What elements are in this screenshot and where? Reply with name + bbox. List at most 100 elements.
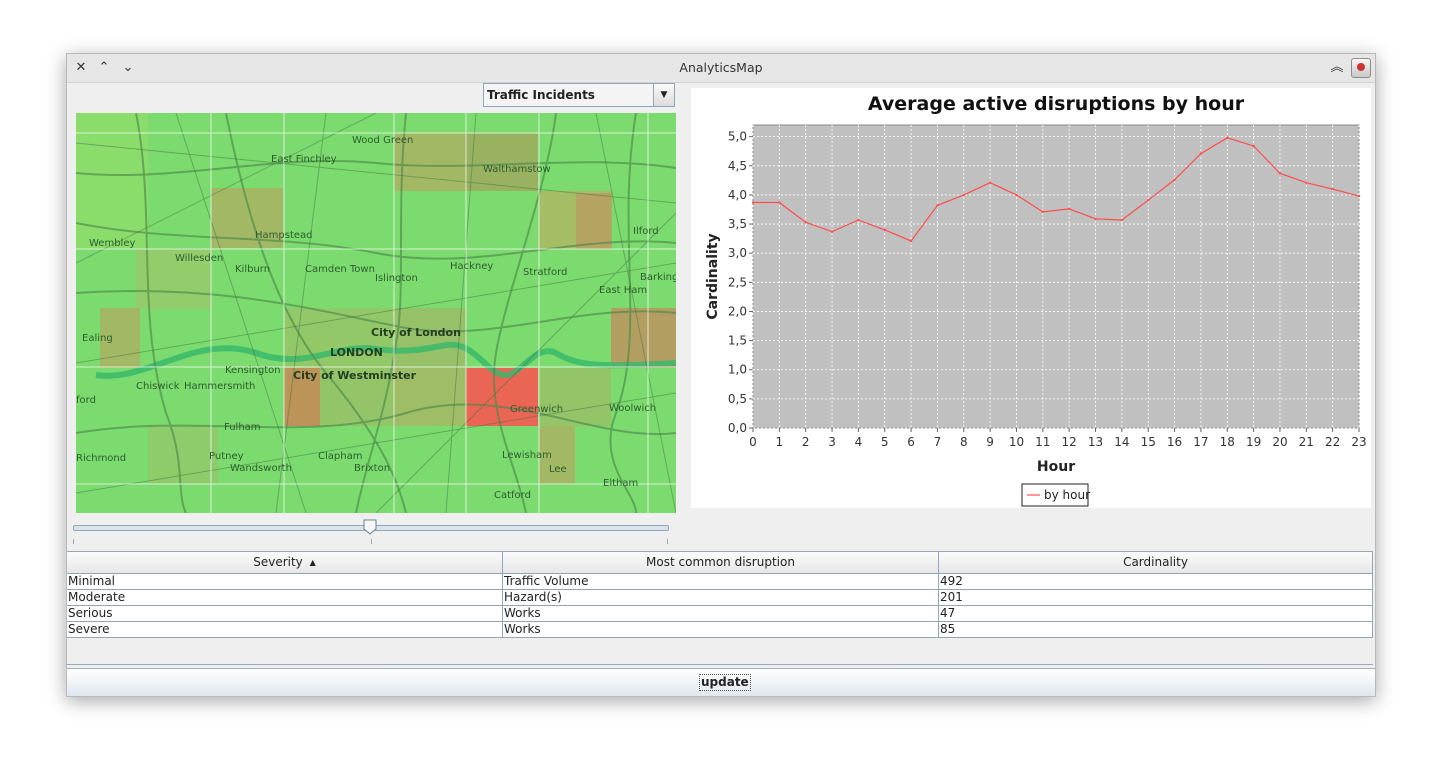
data-point	[1015, 193, 1018, 197]
table-cell: 492	[939, 574, 1373, 589]
map-place-label: Lewisham	[502, 450, 552, 461]
y-tick-label: 3,0	[728, 246, 747, 260]
map-tiles	[76, 113, 676, 513]
y-tick-label: 0,5	[728, 392, 747, 406]
dataset-select[interactable]: Traffic Incidents ▼	[483, 83, 675, 107]
double-chevron-up-icon[interactable]: ︽	[1330, 60, 1344, 75]
close-icon[interactable]: ✕	[75, 60, 87, 75]
data-point	[1357, 194, 1361, 198]
table-cell: 85	[939, 622, 1373, 637]
y-tick-label: 4,5	[728, 159, 747, 173]
sort-ascending-icon: ▲	[309, 558, 316, 567]
x-tick-label: 20	[1272, 435, 1287, 449]
map-place-label: Stratford	[523, 267, 568, 278]
x-tick-label: 7	[934, 435, 942, 449]
map-place-label: Barking	[640, 272, 676, 283]
hourly-chart: Average active disruptions by hour 0,0 0,5…	[691, 88, 1371, 508]
data-point	[830, 230, 834, 233]
map-place-label: Fulham	[224, 422, 261, 433]
data-point	[962, 193, 965, 197]
data-point	[883, 228, 886, 232]
column-header-cardinality[interactable]: Cardinality	[939, 552, 1373, 573]
map-place-label: Greenwich	[510, 404, 564, 415]
y-tick-label: 3,5	[728, 217, 747, 231]
data-point	[936, 204, 939, 207]
slider-tick	[667, 539, 668, 544]
data-point	[857, 218, 860, 222]
x-tick-label: 0	[749, 435, 757, 449]
table-row[interactable]: Serious Works 47	[67, 606, 1373, 622]
data-point	[1199, 152, 1203, 155]
x-tick-label: 4	[855, 435, 863, 449]
table-row[interactable]: Minimal Traffic Volume 492	[67, 574, 1373, 590]
y-tick-label: 2,5	[728, 275, 747, 289]
x-tick-label: 12	[1062, 435, 1077, 449]
table-cell: Severe	[67, 622, 503, 637]
app-window: ✕ ⌃ ⌄ AnalyticsMap ︽ Traffic Incidents ▼	[66, 53, 1376, 697]
x-tick-label: 6	[907, 435, 915, 449]
x-tick-label: 15	[1141, 435, 1156, 449]
x-tick-label: 8	[960, 435, 968, 449]
x-tick-label: 13	[1088, 435, 1103, 449]
data-point	[1305, 181, 1308, 184]
x-tick-label: 19	[1246, 435, 1261, 449]
dropdown-arrow-icon[interactable]: ▼	[653, 84, 674, 106]
chevron-up-icon[interactable]: ⌃	[98, 60, 110, 75]
map-place-label: Islington	[375, 273, 418, 284]
x-tick-label: 18	[1220, 435, 1235, 449]
column-header-label: Severity	[253, 555, 303, 569]
data-point	[1173, 178, 1176, 181]
x-tick-label: 17	[1193, 435, 1208, 449]
x-tick-label: 22	[1325, 435, 1340, 449]
series-line	[753, 137, 1360, 242]
app-icon[interactable]	[1351, 58, 1371, 78]
table-row[interactable]: Moderate Hazard(s) 201	[67, 590, 1373, 606]
map-place-label: East Ham	[599, 285, 648, 296]
table-cell: Works	[503, 606, 939, 621]
data-point	[1147, 198, 1150, 202]
x-tick-label: 2	[802, 435, 810, 449]
dataset-select-value: Traffic Incidents	[487, 88, 595, 102]
map-place-label: Richmond	[76, 453, 127, 464]
update-button[interactable]: update	[67, 668, 1375, 696]
x-tick-label: 14	[1114, 435, 1129, 449]
london-heatmap[interactable]: Wood Green East Finchley Walthamstow Hampst…	[76, 113, 676, 513]
data-point	[1252, 144, 1255, 148]
map-place-label: Catford	[494, 490, 531, 501]
data-point	[988, 181, 992, 184]
data-point	[1094, 217, 1097, 221]
data-point	[1067, 207, 1071, 211]
map-place-label: City of London	[371, 326, 461, 339]
map-place-label: Wood Green	[352, 135, 414, 146]
map-place-label: Hampstead	[255, 230, 313, 241]
chart-title: Average active disruptions by hour	[868, 93, 1245, 115]
chart-canvas: Average active disruptions by hour 0,0 0,5…	[705, 93, 1367, 507]
map-place-label: Kilburn	[235, 264, 271, 275]
x-tick-label: 5	[881, 435, 889, 449]
table-cell: Moderate	[67, 590, 503, 605]
map-place-label: Walthamstow	[483, 164, 551, 175]
x-tick-label: 10	[1009, 435, 1024, 449]
legend-box	[1021, 483, 1089, 507]
y-tick-label: 0,0	[728, 421, 747, 435]
y-tick-label: 5,0	[728, 130, 747, 144]
map-place-label: Willesden	[175, 253, 224, 264]
chevron-down-icon[interactable]: ⌄	[122, 60, 134, 75]
data-point	[1331, 187, 1334, 191]
column-header-disruption[interactable]: Most common disruption	[503, 552, 939, 573]
plot-area	[752, 124, 1360, 429]
table-row[interactable]: Severe Works 85	[67, 622, 1373, 638]
x-tick-label: 3	[828, 435, 836, 449]
map-place-label: Woolwich	[609, 403, 657, 414]
column-header-severity[interactable]: Severity ▲	[67, 552, 503, 573]
hour-slider[interactable]	[73, 519, 669, 547]
data-point	[804, 221, 807, 224]
y-tick-label: 4,0	[728, 188, 747, 202]
y-axis-label: Cardinality	[705, 233, 721, 319]
slider-thumb[interactable]	[363, 519, 377, 535]
y-tick-label: 1,5	[728, 334, 747, 348]
map-place-label: Camden Town	[305, 264, 375, 275]
map-place-label: Ealing	[82, 333, 113, 344]
data-point	[778, 201, 781, 204]
map-place-label: Chiswick	[136, 381, 180, 392]
